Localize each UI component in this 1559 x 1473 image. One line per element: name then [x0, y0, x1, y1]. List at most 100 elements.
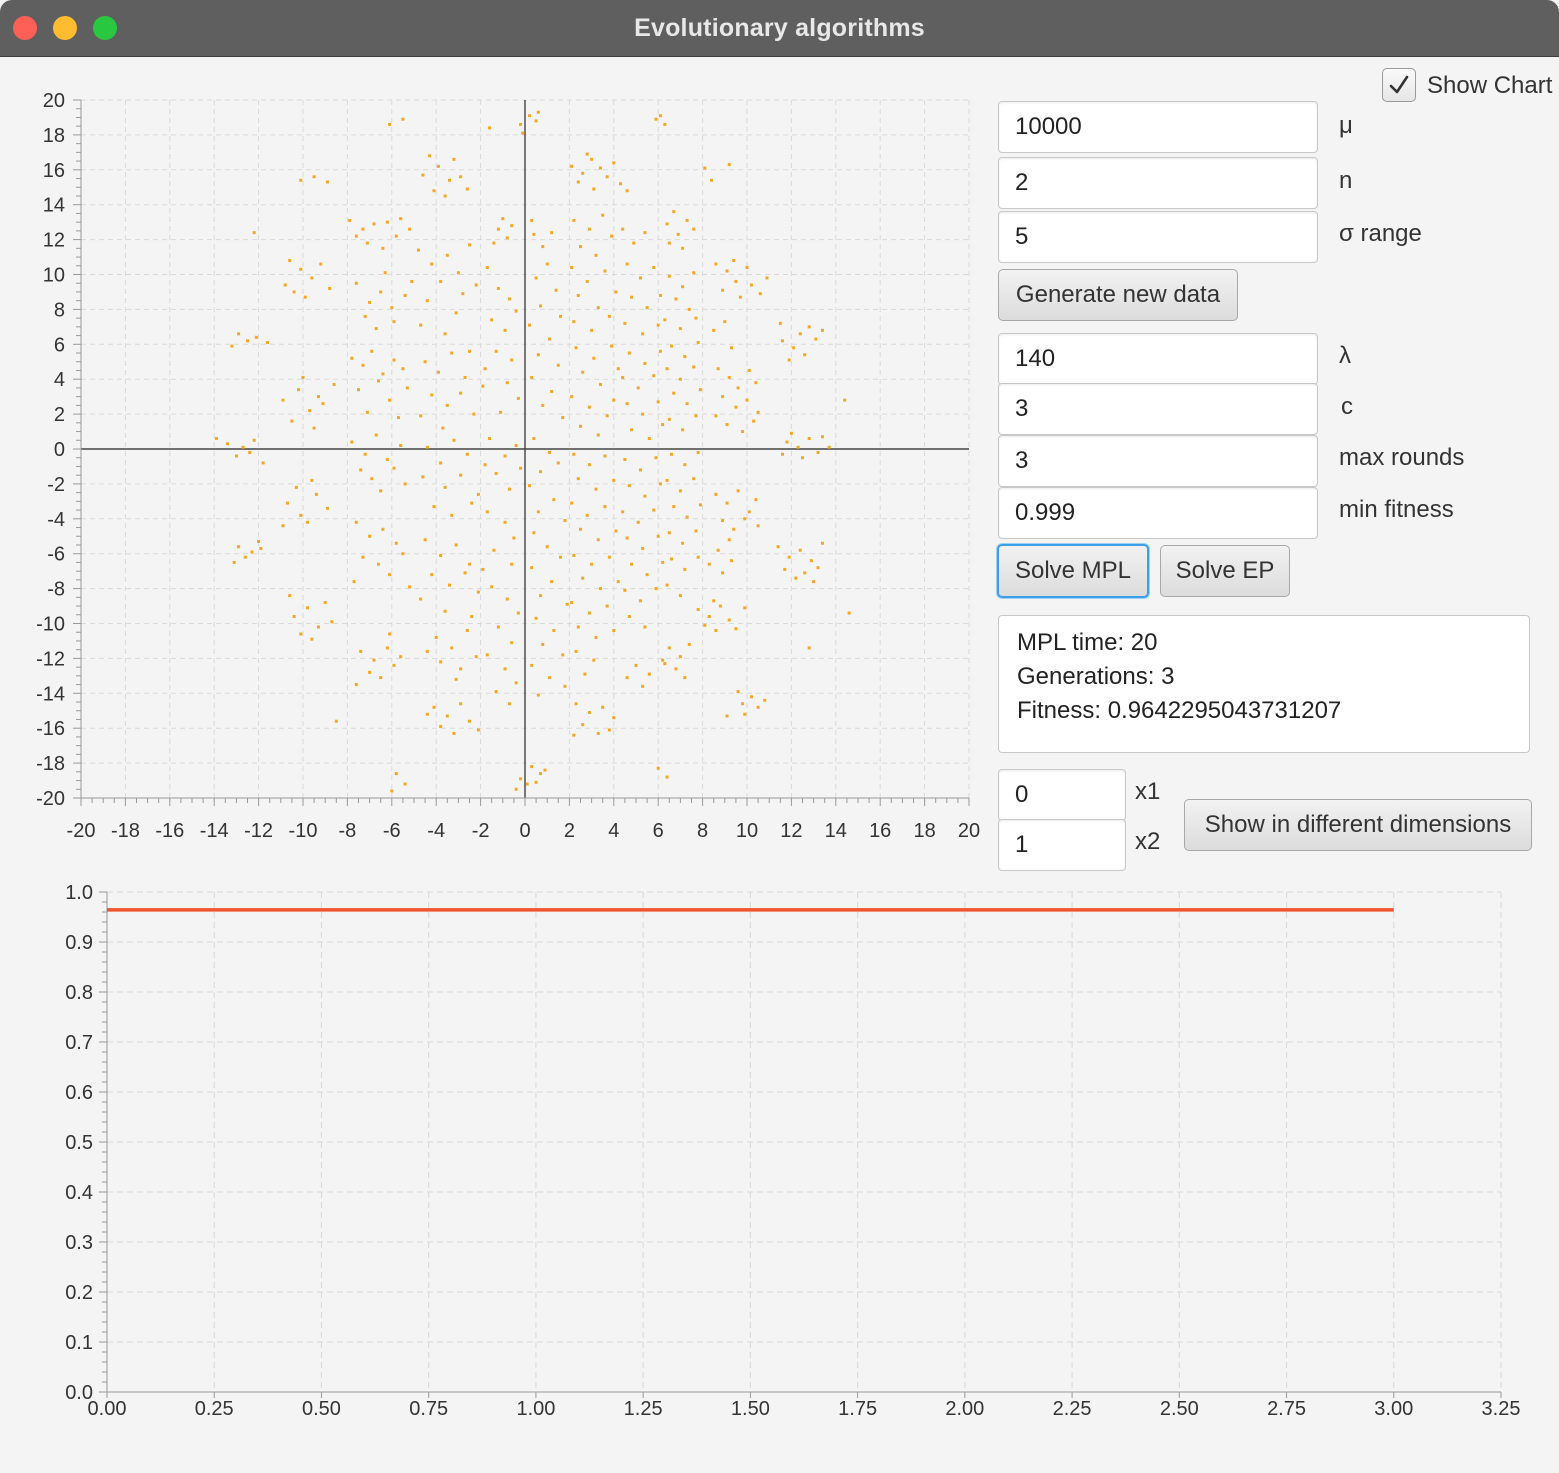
scatter-point [436, 164, 440, 168]
scatter-point [647, 672, 651, 676]
scatter-point [505, 381, 509, 385]
x-tick-label: 20 [958, 820, 980, 842]
y-tick-label: -18 [36, 753, 65, 775]
scatter-point [299, 513, 303, 517]
scatter-point [579, 424, 582, 428]
y-tick-label: -6 [47, 544, 65, 566]
mu-input[interactable]: 10000 [998, 101, 1318, 153]
scatter-point [652, 374, 656, 378]
sigma-range-input[interactable]: 5 [998, 211, 1318, 263]
scatter-point [241, 445, 245, 449]
scatter-point [798, 548, 802, 552]
y-tick-label: 0.6 [65, 1082, 93, 1104]
scatter-point [465, 187, 469, 191]
scatter-point [605, 604, 609, 608]
scatter-point [419, 414, 423, 418]
output-textarea[interactable]: MPL time: 20 Generations: 3 Fitness: 0.9… [998, 615, 1530, 753]
scatter-point [581, 723, 585, 727]
x1-input[interactable]: 0 [998, 769, 1126, 821]
scatter-point [630, 295, 634, 299]
x-tick-label: 0.50 [302, 1398, 341, 1420]
show-chart-checkbox[interactable] [1382, 68, 1416, 102]
x-tick-label: 3.00 [1374, 1398, 1413, 1420]
generate-new-data-button[interactable]: Generate new data [998, 269, 1238, 321]
scatter-point [678, 489, 682, 493]
scatter-point [536, 110, 540, 114]
scatter-point [527, 323, 531, 327]
min-fitness-input[interactable]: 0.999 [998, 487, 1318, 539]
scatter-point [572, 452, 576, 456]
scatter-point [847, 611, 851, 615]
line-grid [106, 891, 1502, 1393]
scatter-point [592, 658, 596, 662]
scatter-point [785, 440, 789, 444]
scatter-point [590, 157, 594, 161]
scatter-point [652, 266, 656, 270]
scatter-point [357, 388, 360, 392]
scatter-point [481, 384, 485, 388]
scatter-point [468, 719, 471, 723]
close-window-icon[interactable] [13, 16, 37, 40]
lambda-input[interactable]: 140 [998, 333, 1318, 385]
scatter-point [627, 484, 631, 488]
scatter-point [381, 246, 385, 250]
scatter-point [809, 559, 813, 563]
scatter-point [603, 269, 607, 273]
scatter-point [681, 428, 685, 432]
scatter-point [492, 548, 496, 552]
scatter-point [452, 731, 456, 735]
scatter-point [363, 452, 367, 456]
scatter-point [725, 269, 729, 273]
scatter-point [665, 583, 669, 587]
scatter-point [576, 625, 580, 629]
scatter-point [643, 494, 647, 498]
scatter-point [443, 332, 447, 336]
solve-ep-button[interactable]: Solve EP [1160, 545, 1290, 597]
x-tick-label: 2.75 [1267, 1398, 1306, 1420]
max-rounds-input[interactable]: 3 [998, 435, 1318, 487]
scatter-point [399, 444, 403, 448]
scatter-point [552, 498, 556, 502]
scatter-point [632, 241, 636, 245]
scatter-point [725, 501, 729, 505]
scatter-point [354, 281, 358, 285]
x-tick-label: -2 [472, 820, 490, 842]
show-in-different-dimensions-button[interactable]: Show in different dimensions [1184, 799, 1532, 851]
scatter-point [519, 777, 523, 781]
scatter-point [596, 306, 600, 310]
x-tick-label: 0.00 [88, 1398, 127, 1420]
scatter-point [667, 241, 671, 245]
scatter-point [494, 349, 498, 353]
y-tick-label: 20 [43, 90, 65, 112]
scatter-point [656, 400, 660, 404]
c-input[interactable]: 3 [998, 383, 1318, 435]
x1-label: x1 [1135, 778, 1161, 805]
scatter-point [610, 344, 614, 348]
scatter-point [603, 454, 607, 458]
minimize-window-icon[interactable] [53, 16, 77, 40]
scatter-point [590, 562, 594, 566]
scatter-point [612, 628, 616, 632]
scatter-point [310, 637, 314, 641]
scatter-point [281, 524, 285, 528]
x2-input[interactable]: 1 [998, 819, 1126, 871]
y-tick-label: 14 [43, 195, 65, 217]
scatter-point [459, 667, 463, 671]
scatter-point [394, 234, 398, 238]
scatter-point [656, 766, 660, 770]
zoom-window-icon[interactable] [93, 16, 117, 40]
scatter-point [388, 573, 392, 577]
scatter-point [541, 245, 545, 249]
scatter-point [352, 580, 356, 584]
scatter-point [658, 114, 662, 118]
scatter-point [552, 628, 556, 632]
lambda-label: λ [1339, 342, 1351, 369]
scatter-point [290, 419, 294, 423]
scatter-point [556, 461, 560, 465]
solve-mpl-button[interactable]: Solve MPL [997, 544, 1149, 598]
scatter-point [572, 733, 576, 737]
scatter-point [756, 705, 760, 709]
scatter-point [820, 328, 824, 332]
y-tick-label: 2 [54, 404, 65, 426]
n-input[interactable]: 2 [998, 157, 1318, 209]
